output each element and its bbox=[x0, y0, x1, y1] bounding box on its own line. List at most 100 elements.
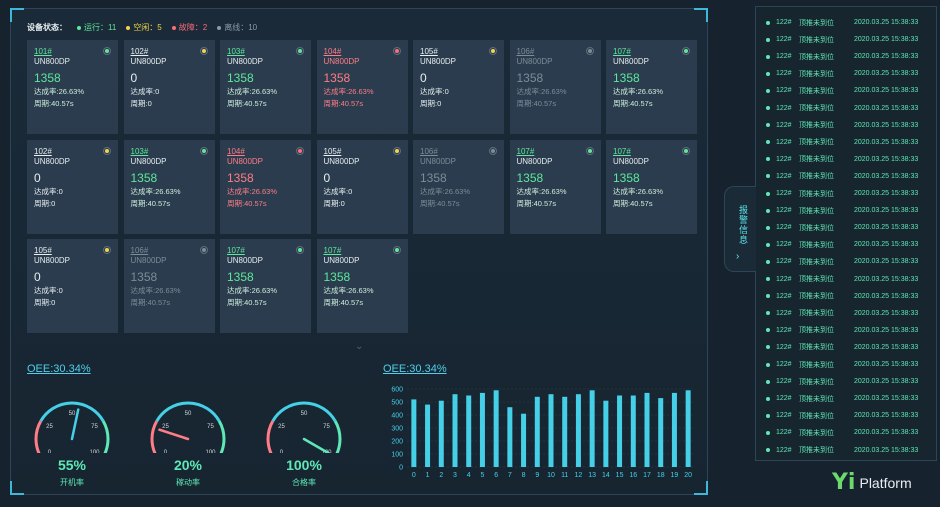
device-rate: 达成率:0 bbox=[323, 186, 353, 196]
alarm-row[interactable]: 122# 顶推未到位 2020.03.25 15:38:33 bbox=[766, 322, 936, 339]
device-id[interactable]: 107# bbox=[613, 47, 631, 56]
device-model: UN800DP bbox=[34, 256, 71, 265]
device-card[interactable]: 107# UN800DP 1358 达成率:26.63% 周期:40.57s bbox=[316, 239, 408, 333]
device-card[interactable]: 101# UN800DP 1358 达成率:26.63% 周期:40.57s bbox=[27, 40, 118, 134]
alarm-row[interactable]: 122# 顶推未到位 2020.03.25 15:38:33 bbox=[766, 151, 936, 168]
device-card[interactable]: 105# UN800DP 0 达成率:0 周期:0 bbox=[27, 239, 118, 333]
alarm-row[interactable]: 122# 顶推未到位 2020.03.25 15:38:33 bbox=[766, 117, 936, 134]
alarm-device: 122# bbox=[776, 309, 792, 317]
alarm-time: 2020.03.25 15:38:33 bbox=[854, 224, 919, 232]
device-id[interactable]: 103# bbox=[130, 146, 149, 156]
device-card[interactable]: 102# UN800DP 0 达成率:0 周期:0 bbox=[123, 40, 215, 134]
device-id[interactable]: 106# bbox=[420, 146, 438, 156]
alarm-tab-label: 报警信息 bbox=[738, 205, 748, 245]
alarm-row[interactable]: 122# 顶推未到位 2020.03.25 15:38:33 bbox=[766, 31, 936, 48]
gauge-arc-low bbox=[34, 420, 43, 458]
alarm-row[interactable]: 122# 顶推未到位 2020.03.25 15:38:33 bbox=[766, 236, 936, 253]
gauge-tick-label: 75 bbox=[91, 424, 98, 430]
status-indicator-icon bbox=[682, 146, 690, 155]
device-card[interactable]: 106# UN800DP 1358 达成率:26.63% 周期:40.57s bbox=[123, 239, 215, 333]
double-chevron-down-icon[interactable]: ⌄ bbox=[355, 341, 364, 352]
device-card[interactable]: 103# UN800DP 1358 达成率:26.63% 周期:40.57s bbox=[123, 139, 215, 234]
device-card[interactable]: 103# UN800DP 1358 达成率:26.63% 周期:40.57s bbox=[220, 40, 311, 134]
alarm-time: 2020.03.25 15:38:33 bbox=[854, 412, 919, 420]
alarm-time: 2020.03.25 15:38:33 bbox=[854, 70, 919, 78]
alarm-row[interactable]: 122# 顶推未到位 2020.03.25 15:38:33 bbox=[766, 407, 936, 424]
device-card[interactable]: 106# UN800DP 1358 达成率:26.63% 周期:40.57s bbox=[509, 40, 601, 134]
alarm-row[interactable]: 122# 顶推未到位 2020.03.25 15:38:33 bbox=[766, 219, 936, 236]
device-id[interactable]: 104# bbox=[227, 146, 245, 156]
alarm-message: 顶推未到位 bbox=[799, 19, 834, 27]
status-indicator-icon bbox=[103, 146, 111, 155]
alarm-device: 122# bbox=[776, 172, 792, 180]
device-id[interactable]: 104# bbox=[323, 47, 342, 56]
device-cycle: 周期:40.57s bbox=[613, 99, 653, 108]
alarm-dot-icon bbox=[766, 413, 770, 418]
gauge: 0 25 50 75 100 20% 稼动率 bbox=[143, 391, 233, 487]
device-card[interactable]: 105# UN800DP 0 达成率:0 周期:0 bbox=[316, 139, 408, 234]
device-card[interactable]: 105# UN800DP 0 达成率:0 周期:0 bbox=[413, 40, 504, 134]
alarm-row[interactable]: 122# 顶推未到位 2020.03.25 15:38:33 bbox=[766, 202, 936, 219]
device-card[interactable]: 107# UN800DP 1358 达成率:26.63% 周期:40.57s bbox=[220, 239, 311, 333]
alarm-message: 顶推未到位 bbox=[799, 87, 834, 95]
gauge-arc-high bbox=[217, 420, 226, 458]
device-card[interactable]: 104# UN800DP 1358 达成率:26.63% 周期:40.57s bbox=[220, 139, 311, 234]
alarm-row[interactable]: 122# 顶推未到位 2020.03.25 15:38:33 bbox=[766, 356, 936, 373]
alarm-row[interactable]: 122# 顶推未到位 2020.03.25 15:38:33 bbox=[766, 339, 936, 356]
device-card[interactable]: 104# UN800DP 1358 达成率:26.63% 周期:40.57s bbox=[316, 40, 408, 134]
device-card[interactable]: 107# UN800DP 1358 达成率:26.63% 周期:40.57s bbox=[606, 139, 697, 234]
device-card[interactable]: 107# UN800DP 1358 达成率:26.63% 周期:40.57s bbox=[606, 40, 697, 134]
device-id[interactable]: 107# bbox=[516, 146, 535, 156]
alarm-time: 2020.03.25 15:38:33 bbox=[854, 361, 919, 369]
alarm-row[interactable]: 122# 顶推未到位 2020.03.25 15:38:33 bbox=[766, 271, 936, 288]
device-id[interactable]: 107# bbox=[227, 246, 245, 255]
alarm-row[interactable]: 122# 顶推未到位 2020.03.25 15:38:33 bbox=[766, 134, 936, 151]
status-indicator-icon bbox=[296, 246, 304, 254]
device-id[interactable]: 105# bbox=[420, 47, 438, 56]
device-rate: 达成率:26.63% bbox=[516, 186, 567, 196]
alarm-row[interactable]: 122# 顶推未到位 2020.03.25 15:38:33 bbox=[766, 14, 936, 31]
alarm-row[interactable]: 122# 顶推未到位 2020.03.25 15:38:33 bbox=[766, 373, 936, 390]
alarm-row[interactable]: 122# 顶推未到位 2020.03.25 15:38:33 bbox=[766, 48, 936, 65]
alarm-tab[interactable]: 报警信息 › bbox=[724, 186, 756, 272]
device-card[interactable]: 102# UN800DP 0 达成率:0 周期:0 bbox=[27, 139, 118, 234]
status-indicator-icon bbox=[682, 47, 690, 55]
device-card[interactable]: 106# UN800DP 1358 达成率:26.63% 周期:40.57s bbox=[413, 139, 504, 234]
alarm-row[interactable]: 122# 顶推未到位 2020.03.25 15:38:33 bbox=[766, 288, 936, 305]
device-id[interactable]: 102# bbox=[34, 146, 52, 156]
status-item: 故障：2 bbox=[171, 22, 207, 33]
alarm-row[interactable]: 122# 顶推未到位 2020.03.25 15:38:33 bbox=[766, 305, 936, 322]
device-id[interactable]: 107# bbox=[323, 246, 342, 255]
device-id[interactable]: 106# bbox=[130, 246, 149, 255]
x-tick-label: 14 bbox=[602, 472, 610, 479]
device-id[interactable]: 107# bbox=[613, 146, 631, 156]
alarm-row[interactable]: 122# 顶推未到位 2020.03.25 15:38:33 bbox=[766, 82, 936, 99]
device-id[interactable]: 103# bbox=[227, 47, 245, 56]
y-tick-label: 600 bbox=[391, 387, 403, 394]
alarm-row[interactable]: 122# 顶推未到位 2020.03.25 15:38:33 bbox=[766, 442, 936, 459]
device-id[interactable]: 105# bbox=[323, 146, 342, 156]
device-id[interactable]: 101# bbox=[34, 47, 52, 56]
device-rate: 达成率:26.63% bbox=[323, 87, 374, 96]
device-card[interactable]: 107# UN800DP 1358 达成率:26.63% 周期:40.57s bbox=[509, 139, 601, 234]
device-rate: 达成率:26.63% bbox=[227, 87, 278, 96]
oee-left[interactable]: OEE:30.34% bbox=[27, 363, 91, 375]
alarm-dot-icon bbox=[766, 362, 770, 367]
gauge-arc-mid bbox=[39, 401, 105, 422]
device-id[interactable]: 102# bbox=[130, 47, 149, 56]
device-id[interactable]: 105# bbox=[34, 246, 52, 255]
alarm-row[interactable]: 122# 顶推未到位 2020.03.25 15:38:33 bbox=[766, 100, 936, 117]
oee-right[interactable]: OEE:30.34% bbox=[383, 363, 447, 375]
alarm-row[interactable]: 122# 顶推未到位 2020.03.25 15:38:33 bbox=[766, 65, 936, 82]
alarm-row[interactable]: 122# 顶推未到位 2020.03.25 15:38:33 bbox=[766, 390, 936, 407]
alarm-row[interactable]: 122# 顶推未到位 2020.03.25 15:38:33 bbox=[766, 424, 936, 441]
device-id[interactable]: 106# bbox=[516, 47, 535, 56]
alarm-row[interactable]: 122# 顶推未到位 2020.03.25 15:38:33 bbox=[766, 185, 936, 202]
gauge-value: 55% bbox=[57, 457, 87, 473]
x-tick-label: 6 bbox=[494, 472, 498, 479]
alarm-message: 顶推未到位 bbox=[799, 378, 834, 386]
alarm-row[interactable]: 122# 顶推未到位 2020.03.25 15:38:33 bbox=[766, 168, 936, 185]
alarm-row[interactable]: 122# 顶推未到位 2020.03.25 15:38:33 bbox=[766, 253, 936, 270]
gauge-tick-label: 75 bbox=[207, 424, 214, 430]
